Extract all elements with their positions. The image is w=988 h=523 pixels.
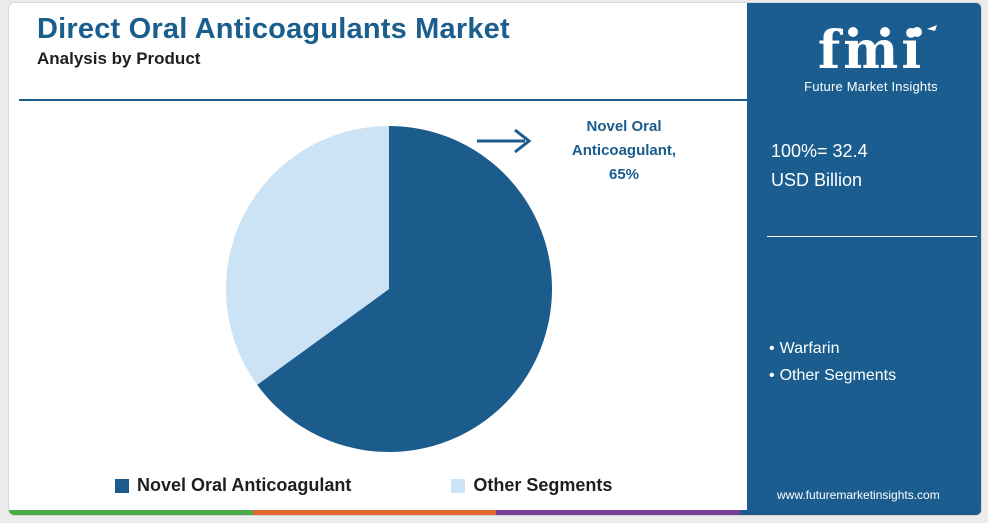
legend-swatch: [451, 478, 466, 493]
market-total-value: 100%= 32.4: [771, 141, 868, 161]
chart-subtitle: Analysis by Product: [37, 49, 201, 68]
bottom-bar-segment-orange: [252, 510, 496, 515]
segment-item-other-segments: Other Segments: [769, 362, 897, 389]
website-url: www.futuremarketinsights.com: [777, 488, 940, 502]
callout-label: Novel Oral Anticoagulant,: [571, 118, 677, 159]
legend-item-other-segments: Other Segments: [451, 475, 612, 496]
pie-chart: [226, 126, 552, 452]
bottom-bar-segment-purple: [496, 510, 740, 515]
legend-label: Other Segments: [473, 475, 613, 495]
chart-title: Direct Oral Anticoagulants Market: [37, 13, 510, 45]
legend-item-novel-oral-anticoagulant: Novel Oral Anticoagulant: [115, 475, 351, 496]
bottom-bar-segment-green: [9, 510, 253, 515]
logo-wordmark: fmi: [817, 20, 925, 81]
callout-arrow-icon: [477, 128, 532, 154]
market-total-unit: USD Billion: [771, 170, 863, 190]
fmi-logo: fmi Future Market Insights: [787, 11, 955, 107]
pie-slice-novel-oral-anticoagulant: [257, 126, 552, 452]
info-panel: fmi Future Market Insights 100%= 32.4 US…: [747, 3, 981, 515]
logo-figures-icon: [848, 25, 937, 37]
bottom-bar-segment-blue: [739, 510, 981, 515]
chart-legend: Novel Oral Anticoagulant Other Segments: [115, 475, 612, 496]
title-divider: [19, 99, 751, 101]
slice-callout: Novel Oral Anticoagulant, 65%: [564, 115, 684, 187]
panel-divider: [767, 236, 977, 237]
segment-item-warfarin: Warfarin: [769, 335, 896, 362]
segment-list: Warfarin Other Segments: [769, 335, 897, 389]
legend-swatch: [115, 478, 129, 493]
market-total: 100%= 32.4 USD Billion: [771, 137, 868, 195]
pie-slice-other-segments: [226, 126, 389, 385]
infographic-card: Direct Oral Anticoagulants Market Analys…: [8, 2, 982, 516]
callout-value: 65%: [608, 166, 640, 183]
logo-tagline: Future Market Insights: [804, 79, 938, 94]
legend-label: Novel Oral Anticoagulant: [137, 475, 352, 495]
bottom-color-bar: [9, 510, 981, 515]
